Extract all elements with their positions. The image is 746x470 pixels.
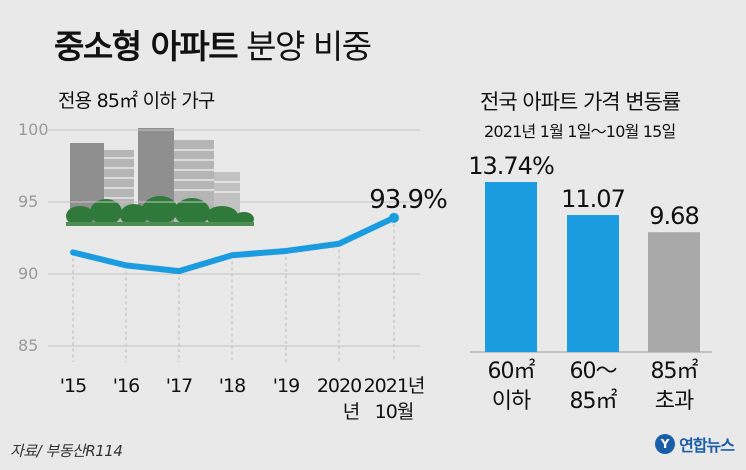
line-chart-subtitle: 전용 85㎡ 이하 가구 (58, 90, 215, 112)
apartment-illustration (66, 128, 254, 226)
bar-value-label: 9.68 (649, 202, 698, 230)
x-tick-label: 2021년 (364, 375, 425, 397)
x-tick-label: 2020 (317, 375, 361, 397)
bar-value-label: 11.07 (561, 185, 625, 213)
title-light: 분양 비중 (246, 27, 372, 66)
y-tick-label: 90 (18, 264, 38, 283)
bar-category-label: 60㎡ (488, 358, 536, 384)
x-tick-label: '15 (60, 375, 86, 397)
bar (648, 232, 700, 352)
bar-chart-title: 전국 아파트 가격 변동률 (480, 90, 681, 114)
agency-logo: Y 연합뉴스 (655, 432, 735, 456)
bar-category-label: 85㎡ (651, 358, 699, 384)
last-value-label: 93.9% (369, 185, 447, 215)
bar-category-label: 60～ (570, 359, 618, 384)
x-tick-label: 10월 (375, 401, 414, 423)
bar-chart: 13.74% 60㎡ 이하 11.07 60～ 85㎡ 9.68 85㎡ 초과 (468, 152, 712, 414)
y-tick-label: 85 (18, 336, 38, 355)
y-tick-label: 95 (18, 192, 38, 211)
page-title: 중소형 아파트 분양 비중 (54, 20, 372, 68)
x-tick-label: '18 (219, 375, 245, 397)
y-tick-label: 100 (18, 120, 49, 139)
bar-category-label: 초과 (655, 389, 694, 414)
x-tick-label: 년 (343, 401, 359, 423)
bar-chart-subtitle: 2021년 1월 1일～10월 15일 (484, 122, 676, 141)
x-tick-label: '19 (273, 375, 299, 397)
bar (567, 215, 619, 352)
x-tick-label: '17 (166, 375, 192, 397)
bar-category-label: 이하 (492, 389, 531, 414)
x-tick-label: '16 (113, 375, 139, 397)
bar (485, 182, 537, 352)
logo-mark-icon: Y (655, 434, 676, 454)
title-bold: 중소형 아파트 (54, 27, 239, 66)
bar-value-label: 13.74% (468, 152, 554, 180)
bar-category-label: 85㎡ (570, 388, 618, 414)
source-note: 자료/ 부동산R114 (10, 442, 123, 460)
last-point (389, 212, 399, 223)
logo-text: 연합뉴스 (679, 436, 735, 455)
series-line (70, 214, 397, 275)
